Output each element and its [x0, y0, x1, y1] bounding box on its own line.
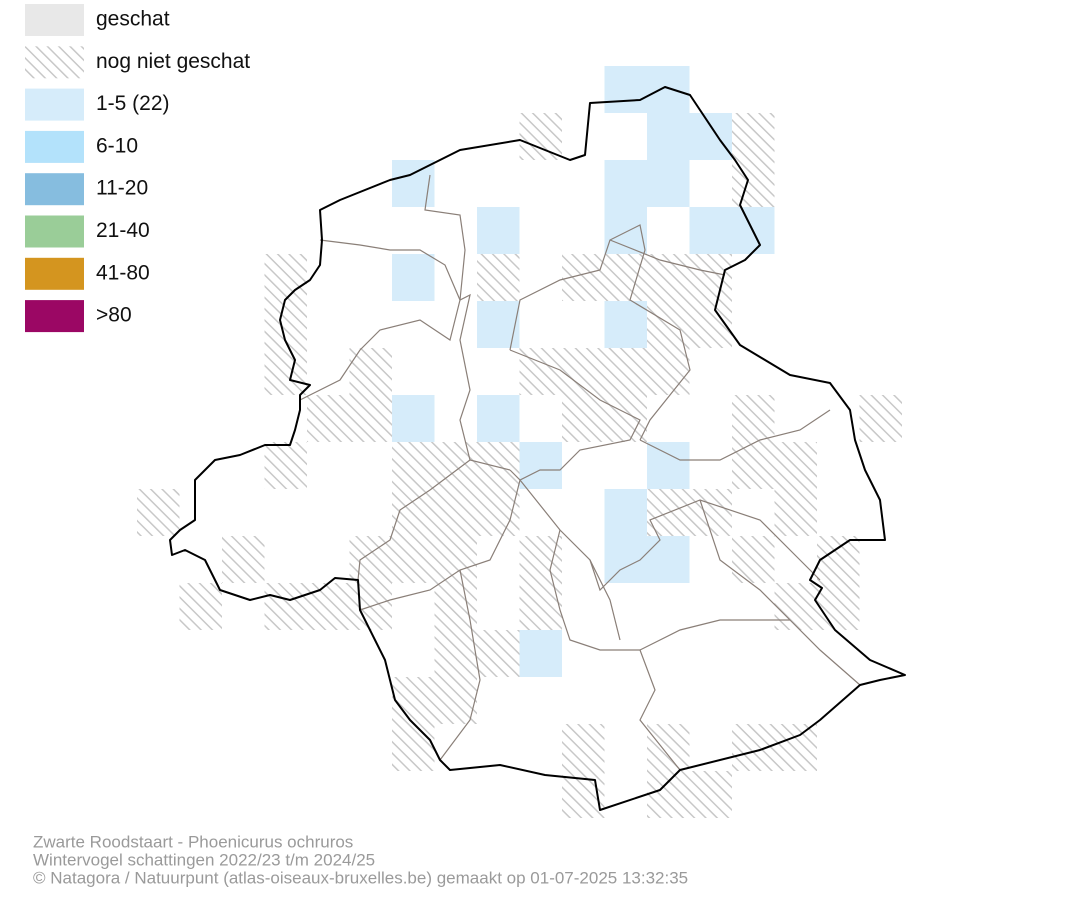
cell-unestimated: [434, 489, 477, 536]
cell-unestimated: [604, 395, 647, 442]
region-outline: [169, 86, 906, 811]
cell-unestimated: [562, 395, 605, 442]
cell-unestimated: [477, 489, 520, 536]
cell-unestimated: [179, 583, 222, 630]
cell-unestimated: [774, 583, 817, 630]
cell-unestimated: [647, 771, 690, 818]
cell-unestimated: [732, 395, 775, 442]
legend-label: 11-20: [96, 177, 148, 200]
cell-estimate: [647, 113, 690, 160]
cell-estimate: [392, 160, 435, 207]
cell-unestimated: [137, 489, 180, 536]
cell-estimate: [477, 395, 520, 442]
municipality-borders: [299, 174, 861, 771]
cell-unestimated: [519, 536, 562, 583]
cell-unestimated: [222, 536, 265, 583]
cell-estimate: [519, 442, 562, 489]
footer: Zwarte Roodstaart - Phoenicurus ochruros…: [33, 832, 688, 887]
cell-unestimated: [349, 348, 392, 395]
cell-unestimated: [647, 348, 690, 395]
cell-unestimated: [477, 630, 520, 677]
legend-label: geschat: [96, 8, 170, 31]
cell-estimate: [647, 536, 690, 583]
cell-unestimated: [392, 489, 435, 536]
cell-unestimated: [434, 630, 477, 677]
legend: geschat nog niet geschat 1-5 (22) 6-10 11-20…: [25, 4, 250, 333]
footer-line: Zwarte Roodstaart - Phoenicurus ochruros: [33, 832, 353, 851]
footer-line: Wintervogel schattingen 2022/23 t/m 2024…: [33, 850, 375, 869]
cell-unestimated: [392, 442, 435, 489]
cell-estimate: [647, 66, 690, 113]
cell-unestimated: [647, 254, 690, 301]
legend-swatch: [25, 130, 84, 163]
cell-estimate: [647, 160, 690, 207]
cell-estimate: [604, 66, 647, 113]
legend-swatch: [25, 4, 84, 36]
cell-unestimated: [689, 771, 732, 818]
cell-estimate: [689, 207, 732, 254]
cell-estimate: [477, 207, 520, 254]
cell-unestimated: [264, 348, 307, 395]
cell-unestimated: [774, 724, 817, 771]
cell-estimate: [604, 489, 647, 536]
cell-estimate: [392, 395, 435, 442]
legend-swatch: [25, 88, 84, 121]
cell-unestimated: [774, 489, 817, 536]
cell-unestimated: [859, 395, 902, 442]
cell-unestimated: [774, 442, 817, 489]
cell-unestimated: [689, 489, 732, 536]
cell-estimate: [392, 254, 435, 301]
cell-unestimated: [477, 442, 520, 489]
legend-swatch: [25, 215, 84, 248]
legend-swatch: [25, 300, 84, 333]
cell-unestimated: [647, 724, 690, 771]
legend-label: 41-80: [96, 261, 150, 284]
legend-swatch: [25, 257, 84, 290]
cell-unestimated: [477, 254, 520, 301]
cell-estimate: [519, 630, 562, 677]
cell-estimate: [689, 113, 732, 160]
cell-unestimated: [307, 583, 350, 630]
cell-unestimated: [732, 442, 775, 489]
cell-unestimated: [519, 348, 562, 395]
legend-label: 6-10: [96, 134, 138, 157]
cell-unestimated: [264, 254, 307, 301]
legend-label: 21-40: [96, 219, 150, 242]
cell-unestimated: [732, 113, 775, 160]
cell-unestimated: [689, 254, 732, 301]
cell-unestimated: [392, 677, 435, 724]
footer-line: © Natagora / Natuurpunt (atlas-oiseaux-b…: [33, 868, 688, 887]
grid-cells: [137, 66, 902, 818]
cell-unestimated: [349, 395, 392, 442]
cell-unestimated: [434, 536, 477, 583]
cell-unestimated: [732, 160, 775, 207]
cell-unestimated: [732, 536, 775, 583]
cell-unestimated: [519, 113, 562, 160]
cell-unestimated: [307, 395, 350, 442]
legend-swatch: [25, 46, 84, 79]
legend-swatch: [25, 173, 84, 206]
legend-label: 1-5 (22): [96, 92, 170, 115]
cell-unestimated: [817, 583, 860, 630]
cell-unestimated: [817, 536, 860, 583]
cell-unestimated: [264, 583, 307, 630]
cell-estimate: [604, 301, 647, 348]
cell-unestimated: [604, 348, 647, 395]
cell-unestimated: [434, 677, 477, 724]
cell-unestimated: [392, 724, 435, 771]
cell-unestimated: [604, 254, 647, 301]
cell-estimate: [477, 301, 520, 348]
cell-unestimated: [562, 724, 605, 771]
cell-unestimated: [264, 442, 307, 489]
cell-estimate: [604, 160, 647, 207]
cell-estimate: [647, 442, 690, 489]
cell-unestimated: [392, 536, 435, 583]
legend-label: >80: [96, 304, 132, 327]
legend-label: nog niet geschat: [96, 50, 250, 73]
